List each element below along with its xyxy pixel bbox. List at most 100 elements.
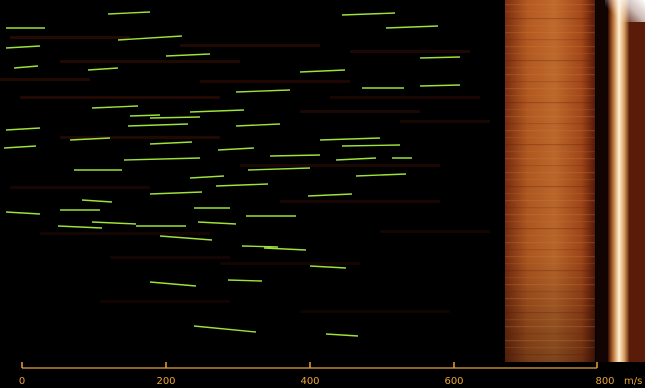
velocity-trace bbox=[335, 157, 377, 161]
background-streak bbox=[220, 262, 360, 265]
velocity-trace bbox=[149, 116, 201, 119]
velocity-trace bbox=[69, 137, 111, 141]
velocity-trace bbox=[127, 123, 189, 127]
strip-line bbox=[505, 144, 595, 146]
strip-line bbox=[505, 242, 595, 244]
velocity-trace bbox=[227, 279, 263, 282]
velocity-trace bbox=[5, 211, 41, 215]
background-streak bbox=[240, 164, 440, 167]
strip-line bbox=[505, 60, 595, 62]
velocity-trace bbox=[307, 193, 353, 197]
velocity-trace bbox=[193, 325, 257, 333]
velocity-trace bbox=[123, 157, 201, 161]
strip-line bbox=[505, 256, 595, 258]
velocity-trace bbox=[235, 89, 291, 93]
background-streak bbox=[330, 96, 480, 99]
background-streak bbox=[350, 50, 470, 53]
velocity-trace bbox=[235, 123, 281, 127]
strip-line bbox=[505, 319, 595, 321]
dark-band bbox=[596, 0, 608, 362]
velocity-trace bbox=[355, 173, 407, 177]
strip-line bbox=[505, 109, 595, 111]
axis-tick-label: 400 bbox=[300, 376, 319, 387]
strip-line bbox=[505, 270, 595, 272]
velocity-trace bbox=[165, 53, 211, 57]
strip-line bbox=[505, 347, 595, 349]
velocity-trace bbox=[241, 245, 279, 248]
strip-line bbox=[505, 214, 595, 216]
strip-line bbox=[505, 179, 595, 181]
strip-line bbox=[505, 193, 595, 195]
strip-line bbox=[505, 235, 595, 237]
velocity-trace bbox=[269, 154, 321, 157]
strip-line bbox=[505, 95, 595, 97]
strip-line bbox=[505, 186, 595, 188]
background-streak bbox=[200, 80, 350, 83]
strip-line bbox=[505, 277, 595, 279]
velocity-trace bbox=[149, 191, 203, 195]
strip-line bbox=[505, 88, 595, 90]
velocity-trace bbox=[5, 45, 41, 49]
velocity-trace bbox=[87, 67, 119, 71]
velocity-trace bbox=[129, 114, 161, 117]
strip-line bbox=[505, 74, 595, 76]
strip-line bbox=[505, 207, 595, 209]
strip-line bbox=[505, 53, 595, 55]
background-streak bbox=[0, 78, 90, 81]
strip-line bbox=[505, 172, 595, 174]
velocity-trace bbox=[341, 12, 396, 16]
strip-line bbox=[505, 158, 595, 160]
strip-line bbox=[505, 130, 595, 132]
strip-line bbox=[505, 249, 595, 251]
strip-line bbox=[505, 354, 595, 356]
background-streak bbox=[40, 232, 210, 235]
strip-line bbox=[505, 46, 595, 48]
strip-line bbox=[505, 137, 595, 139]
velocity-trace bbox=[3, 145, 37, 149]
velocity-trace bbox=[91, 221, 137, 225]
background-streak bbox=[100, 300, 230, 303]
velocity-traces bbox=[3, 11, 461, 337]
background-streak bbox=[10, 36, 130, 39]
strip-line bbox=[505, 11, 595, 13]
strip-line bbox=[505, 326, 595, 328]
background-streak bbox=[20, 96, 220, 99]
strip-line bbox=[505, 284, 595, 286]
velocity-trace bbox=[91, 105, 139, 109]
strip-line bbox=[505, 333, 595, 335]
strip-line bbox=[505, 102, 595, 104]
strip-line bbox=[505, 67, 595, 69]
background-streak bbox=[60, 136, 220, 139]
velocity-trace bbox=[263, 247, 307, 251]
background-streak bbox=[110, 256, 230, 259]
strip-line bbox=[505, 116, 595, 118]
velocity-trace bbox=[5, 127, 41, 131]
strip-line bbox=[505, 18, 595, 20]
axis-tick-label: 600 bbox=[444, 376, 463, 387]
velocity-trace bbox=[319, 137, 381, 141]
velocity-trace bbox=[217, 147, 255, 151]
background-streak bbox=[60, 60, 240, 63]
velocity-trace bbox=[149, 281, 197, 287]
velocity-trace bbox=[299, 69, 346, 73]
velocity-trace bbox=[197, 221, 237, 225]
velocity-trace bbox=[419, 84, 461, 87]
strip-line bbox=[505, 39, 595, 41]
background-streak bbox=[180, 44, 320, 47]
velocity-trace bbox=[189, 109, 245, 113]
axis-unit: m/s bbox=[624, 376, 642, 387]
background-streak bbox=[10, 186, 150, 189]
axis-tick-label: 800 bbox=[595, 376, 614, 387]
background-streaks bbox=[0, 36, 490, 313]
strip-line bbox=[505, 123, 595, 125]
velocity-trace bbox=[81, 199, 113, 203]
velocity-trace bbox=[159, 235, 213, 241]
strip-line bbox=[505, 165, 595, 167]
strip-line bbox=[505, 298, 595, 300]
velocity-trace bbox=[117, 35, 183, 41]
strip-line bbox=[505, 200, 595, 202]
axis-tick-label: 0 bbox=[19, 376, 25, 387]
velocity-trace bbox=[13, 65, 39, 69]
